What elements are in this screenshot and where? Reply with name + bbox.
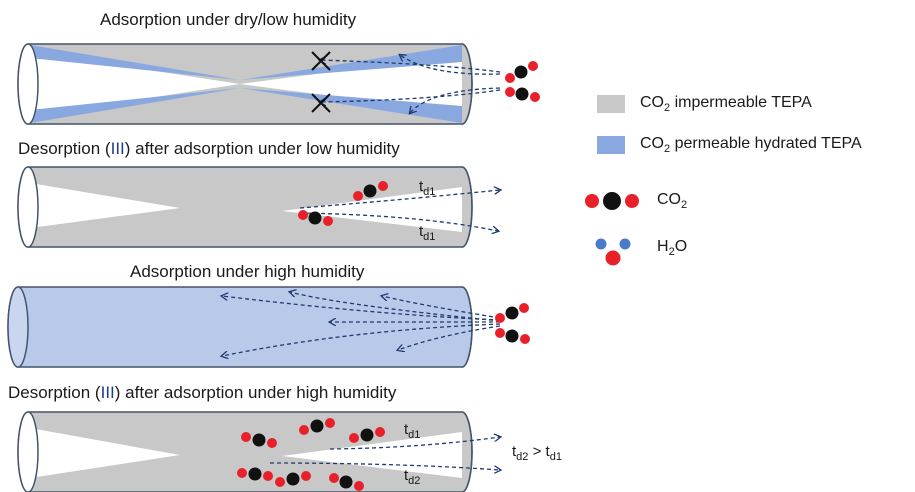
label-td1: td1 bbox=[404, 421, 420, 441]
roman-three: III bbox=[100, 383, 115, 402]
legend-h2o-label: H2O bbox=[657, 238, 688, 259]
legend-permeable-swatch bbox=[597, 136, 625, 154]
co2-molecule-icon bbox=[329, 473, 364, 491]
co2-molecule-icon bbox=[495, 303, 529, 323]
legend-co2-icon bbox=[585, 192, 639, 210]
legend-impermeable-label: CO2 impermeable TEPA bbox=[640, 94, 812, 115]
label-td2-gt-td1: td2 > td1 bbox=[512, 443, 562, 463]
title-desorption-low: Desorption (III) after adsorption under … bbox=[18, 139, 400, 158]
co2-molecule-icon bbox=[298, 210, 333, 226]
tube-desorption-low bbox=[17, 166, 500, 248]
legend-impermeable-swatch bbox=[597, 95, 625, 113]
roman-three: III bbox=[110, 139, 125, 158]
tube-dry-adsorption bbox=[17, 43, 501, 125]
co2-molecule-icon bbox=[495, 328, 530, 344]
label-td1-lower: td1 bbox=[419, 223, 435, 243]
tube-desorption-high bbox=[17, 411, 500, 492]
co2-molecule-icon bbox=[237, 467, 273, 481]
co2-molecule-icon bbox=[505, 61, 538, 83]
title-dry-adsorption: Adsorption under dry/low humidity bbox=[100, 10, 357, 29]
legend-permeable-label: CO2 permeable hydrated TEPA bbox=[640, 135, 862, 156]
title-desorption-high: Desorption (III) after adsorption under … bbox=[8, 383, 397, 402]
legend-h2o-icon bbox=[595, 238, 631, 266]
co2-molecule-icon bbox=[349, 427, 385, 443]
co2-molecule-icon bbox=[353, 181, 388, 201]
label-td1-upper: td1 bbox=[419, 178, 435, 198]
co2-molecule-icon bbox=[275, 471, 311, 487]
tube-high-adsorption bbox=[7, 286, 501, 368]
block-cross-icon bbox=[311, 51, 331, 113]
title-high-adsorption: Adsorption under high humidity bbox=[130, 262, 365, 281]
label-td2: td2 bbox=[404, 467, 420, 487]
legend-co2-label: CO2 bbox=[657, 191, 688, 212]
co2-molecule-icon bbox=[299, 418, 335, 435]
co2-molecule-icon bbox=[241, 432, 277, 448]
co2-molecule-icon bbox=[505, 87, 540, 102]
